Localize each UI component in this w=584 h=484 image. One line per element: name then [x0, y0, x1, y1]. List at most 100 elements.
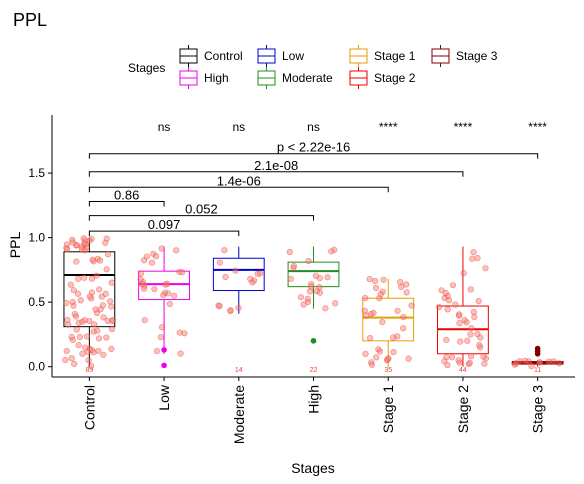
jitter-point	[82, 237, 89, 244]
jitter-point	[81, 247, 88, 254]
jitter-point	[95, 335, 102, 342]
comparison-bracket: 1.4e-06	[88, 173, 389, 193]
bracket-line	[88, 200, 165, 207]
jitter-point	[482, 265, 489, 272]
plot-area: 0.0 0.5 1.0 1.5 Control Low Moderate High Stage …	[28, 115, 575, 444]
comparison-bracket: 0.097	[88, 217, 240, 237]
jitter-point	[438, 287, 445, 294]
jitter-point	[366, 275, 373, 283]
box-iqr	[138, 270, 190, 301]
jitter-point	[88, 289, 96, 296]
jitter-point	[68, 333, 75, 341]
jitter-point	[157, 334, 164, 341]
jitter-point	[143, 253, 150, 260]
significance-label: ****	[528, 120, 547, 134]
jitter-point	[474, 254, 481, 262]
jitter-points-control	[62, 235, 117, 369]
significance-label: ns	[158, 120, 171, 134]
jitter-point	[108, 345, 115, 353]
bracket-p-value: 1.4e-06	[217, 173, 261, 188]
jitter-point	[86, 317, 93, 325]
jitter-point	[456, 311, 463, 318]
jitter-point	[477, 334, 484, 341]
jitter-point	[300, 301, 307, 308]
jitter-points-stage-3	[511, 357, 563, 370]
box-iqr	[362, 297, 415, 342]
box-iqr	[287, 261, 340, 288]
jitter-point	[305, 258, 312, 265]
jitter-point	[89, 256, 96, 263]
jitter-point	[108, 303, 115, 310]
legend-title: Stages	[128, 61, 165, 75]
jitter-point	[141, 317, 148, 324]
group-n-label: 35	[384, 367, 392, 374]
jitter-point	[235, 304, 242, 311]
jitter-point	[95, 347, 102, 355]
jitter-point	[449, 282, 457, 289]
jitter-point	[69, 239, 76, 246]
jitter-point	[467, 353, 475, 360]
significance-label: ****	[379, 120, 398, 134]
box-iqr	[212, 257, 265, 292]
box-low	[138, 246, 190, 369]
box-control: 89	[63, 237, 116, 374]
jitter-point	[104, 251, 112, 258]
jitter-point	[62, 356, 69, 364]
jitter-points-low	[137, 245, 188, 357]
bracket-line	[88, 171, 464, 177]
jitter-point	[64, 316, 71, 324]
jitter-point	[75, 342, 82, 349]
box-moderate: 14	[212, 246, 265, 374]
jitter-point	[166, 300, 173, 307]
jitter-point	[379, 318, 386, 326]
box-high: 22	[287, 246, 340, 374]
jitter-point	[107, 298, 114, 305]
outlier-point	[534, 345, 541, 352]
jitter-point	[441, 294, 448, 302]
jitter-point	[403, 281, 410, 288]
jitter-point	[316, 284, 323, 291]
jitter-point	[468, 325, 475, 332]
jitter-point	[100, 351, 107, 358]
jitter-point	[69, 298, 76, 306]
jitter-point	[448, 354, 456, 361]
y-tick-label: 0.5	[28, 295, 45, 309]
jitter-point	[370, 309, 377, 317]
group-n-label: 11	[534, 367, 541, 374]
jitter-point	[162, 281, 169, 288]
jitter-point	[63, 246, 71, 253]
jitter-point	[102, 239, 109, 246]
jitter-point	[466, 359, 473, 366]
jitter-point	[177, 350, 184, 357]
jitter-point	[368, 361, 375, 368]
jitter-point	[88, 362, 95, 369]
jitter-point	[109, 317, 116, 325]
jitter-point	[316, 289, 324, 296]
legend-label: Low	[282, 49, 304, 63]
jitter-point	[394, 307, 401, 314]
jitter-point	[158, 245, 165, 252]
bracket-p-value: 0.052	[185, 202, 218, 217]
jitter-point	[512, 360, 519, 367]
x-tick-label: Stage 3	[530, 385, 546, 433]
x-tick-label: Control	[81, 385, 97, 430]
jitter-point	[373, 354, 380, 361]
jitter-point	[290, 262, 298, 270]
jitter-point	[77, 297, 84, 304]
jitter-point	[92, 306, 99, 313]
comparison-bracket: 2.1e-08	[88, 158, 464, 177]
jitter-point	[362, 350, 369, 358]
legend-item: Stage 3	[431, 45, 498, 67]
x-tick-label: Moderate	[231, 385, 247, 444]
jitter-point	[522, 357, 529, 364]
legend-item: Moderate	[257, 67, 333, 89]
jitter-point	[103, 334, 110, 341]
significance-label: ns	[307, 120, 320, 134]
jitter-point	[158, 324, 166, 331]
jitter-point	[75, 319, 82, 326]
outlier-point	[161, 362, 167, 369]
jitter-point	[443, 336, 450, 343]
chart-title: PPL	[13, 10, 47, 30]
jitter-point	[103, 266, 110, 273]
x-axis-title: Stages	[291, 460, 335, 476]
